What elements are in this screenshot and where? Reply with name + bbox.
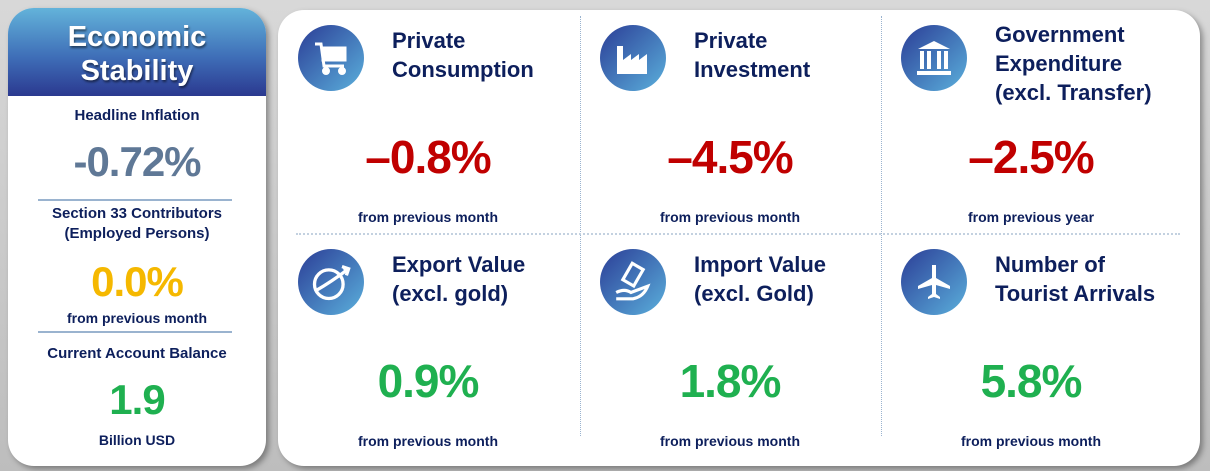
card-title-line1: Export Value (392, 252, 526, 277)
card-title: Government Expenditure (excl. Transfer) (995, 20, 1152, 107)
header-title-line2: Stability (80, 55, 194, 87)
card-private-investment: Private Investment –4.5% from previous m… (580, 10, 880, 233)
header-title-line1: Economic (67, 21, 207, 53)
card-private-consumption: Private Consumption –0.8% from previous … (278, 10, 578, 233)
card-title: Private Investment (694, 26, 810, 84)
divider (38, 199, 232, 201)
card-title-line1: Government (995, 22, 1125, 47)
card-note: from previous month (659, 433, 800, 449)
s33-value: 0.0% (91, 258, 184, 305)
ca-value: 1.9 (109, 376, 165, 423)
s33-note: from previous month (66, 310, 207, 326)
card-title-line2: Consumption (392, 57, 534, 82)
card-note: from previous month (357, 433, 498, 449)
airplane-icon (901, 249, 967, 315)
globe-plane-icon (298, 249, 364, 315)
inflation-value: -0.72% (73, 138, 201, 185)
card-title-line2: (excl. Gold) (694, 281, 814, 306)
card-title-line1: Import Value (694, 252, 827, 277)
card-government-expenditure: Government Expenditure (excl. Transfer) … (881, 10, 1181, 233)
divider (881, 16, 882, 436)
card-value: 0.9% (377, 355, 480, 407)
card-value: 1.8% (679, 355, 782, 407)
card-title-line3: (excl. Transfer) (995, 80, 1152, 105)
shopping-cart-icon (298, 25, 364, 91)
s33-label-line1: Section 33 Contributors (51, 205, 223, 222)
card-title-line1: Number of (995, 252, 1105, 277)
card-title-line1: Private (392, 28, 466, 53)
economic-stability-panel: Economic Stability Headline Inflation -0… (8, 8, 266, 466)
card-note: from previous month (960, 433, 1101, 449)
card-note: from previous month (357, 209, 498, 225)
ca-unit: Billion USD (98, 432, 176, 448)
card-value: –4.5% (667, 131, 793, 183)
divider (580, 16, 581, 436)
card-export-value: Export Value (excl. gold) 0.9% from prev… (278, 234, 578, 457)
card-value: 5.8% (980, 355, 1083, 407)
card-note: from previous year (967, 209, 1095, 225)
card-value: –2.5% (968, 131, 1094, 183)
indicators-panel: Private Consumption –0.8% from previous … (278, 10, 1200, 466)
divider (38, 331, 232, 333)
card-tourist-arrivals: Number of Tourist Arrivals 5.8% from pre… (881, 234, 1181, 457)
money-hand-icon (600, 249, 666, 315)
divider (296, 233, 1180, 235)
inflation-label: Headline Inflation (74, 107, 200, 124)
card-title: Number of Tourist Arrivals (995, 250, 1155, 308)
card-note: from previous month (659, 209, 800, 225)
card-title: Private Consumption (392, 26, 534, 84)
card-title: Import Value (excl. Gold) (694, 250, 826, 308)
card-title-line1: Private (694, 28, 768, 53)
panel-header: Economic Stability (8, 8, 266, 96)
government-building-icon (901, 25, 967, 91)
s33-label-line2: (Employed Persons) (64, 225, 210, 242)
card-title-line2: Expenditure (995, 51, 1123, 76)
card-import-value: Import Value (excl. Gold) 1.8% from prev… (580, 234, 880, 457)
card-title: Export Value (excl. gold) (392, 250, 525, 308)
card-value: –0.8% (365, 131, 491, 183)
card-title-line2: (excl. gold) (392, 281, 509, 306)
factory-icon (600, 25, 666, 91)
ca-label: Current Account Balance (47, 345, 227, 362)
card-title-line2: Tourist Arrivals (995, 281, 1156, 306)
card-title-line2: Investment (694, 57, 811, 82)
